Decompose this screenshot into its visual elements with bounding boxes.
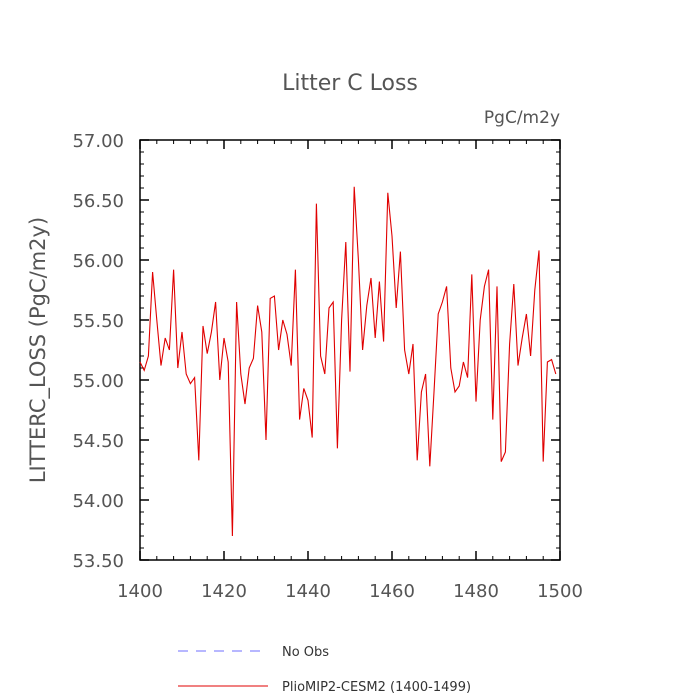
x-tick-label: 1420 bbox=[201, 581, 247, 602]
y-tick-label: 55.00 bbox=[72, 371, 124, 392]
x-tick-label: 1400 bbox=[117, 581, 163, 602]
y-tick-label: 54.50 bbox=[72, 431, 124, 452]
plot-area: 1400 1420 1440 1460 1480 1500 53.50 54.00 54.50 5… bbox=[72, 131, 582, 602]
chart-title: Litter C Loss bbox=[282, 71, 418, 96]
y-tick-label: 53.50 bbox=[72, 551, 124, 572]
x-tick-label: 1500 bbox=[537, 581, 583, 602]
legend-label: No Obs bbox=[282, 645, 329, 660]
series-line bbox=[139, 186, 557, 537]
y-tick-label: 57.00 bbox=[72, 131, 124, 152]
y-tick-label: 56.50 bbox=[72, 191, 124, 212]
x-tick-label: 1460 bbox=[369, 581, 415, 602]
y-tick-label: 55.50 bbox=[72, 311, 124, 332]
plot-frame bbox=[139, 139, 561, 561]
legend: No Obs PlioMIP2-CESM2 (1400-1499) bbox=[178, 645, 471, 695]
y-tick-label: 54.00 bbox=[72, 491, 124, 512]
x-tick-label: 1440 bbox=[285, 581, 331, 602]
y-axis-label: LITTERC_LOSS (PgC/m2y) bbox=[26, 217, 51, 483]
x-tick-label: 1480 bbox=[453, 581, 499, 602]
legend-label: PlioMIP2-CESM2 (1400-1499) bbox=[282, 680, 471, 695]
y-tick-label: 56.00 bbox=[72, 251, 124, 272]
chart-subtitle: PgC/m2y bbox=[484, 108, 560, 128]
